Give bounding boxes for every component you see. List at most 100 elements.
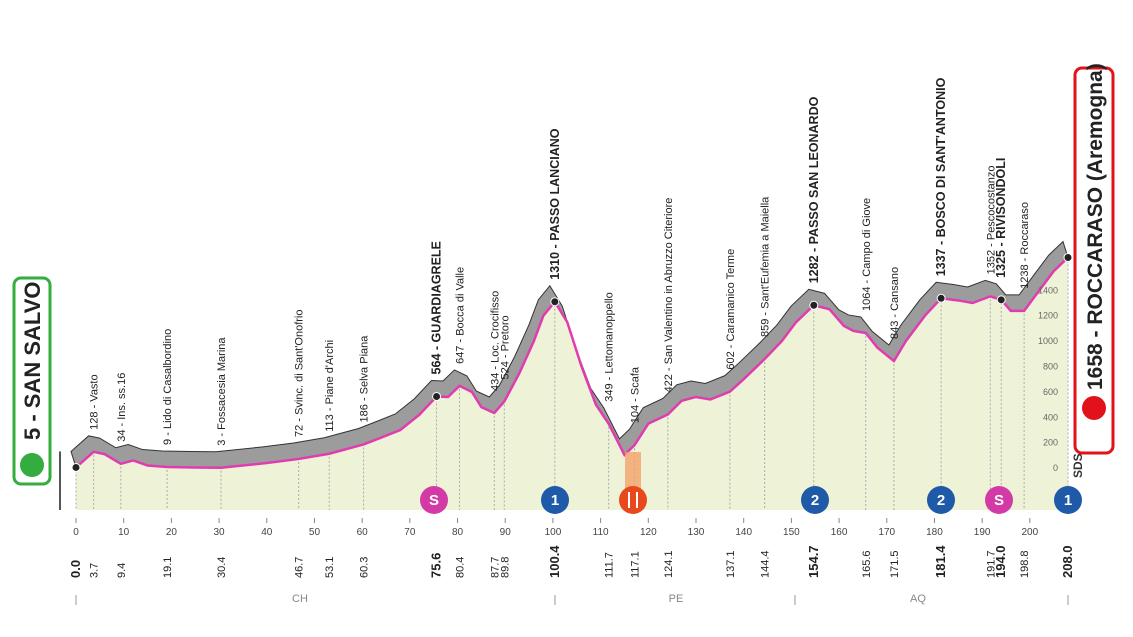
x-tick-label: 70 — [404, 527, 416, 538]
plot: 0 10 20 30 40 50 60 70 80 90 100 110 120 130 140 150 160… — [59, 77, 1075, 578]
kom-marker — [541, 486, 569, 514]
km-label: 171.5 — [889, 550, 901, 578]
waypoint-label: 3 - Fossacesia Marina — [216, 337, 228, 446]
km-label: 111.7 — [604, 552, 616, 578]
km-label: 60.3 — [359, 557, 371, 578]
feed-zone — [625, 452, 641, 492]
x-tick-label: 120 — [640, 527, 657, 538]
marker-label: 2 — [811, 492, 819, 509]
waypoint-dot — [1063, 253, 1073, 263]
region-label: CH — [292, 593, 308, 605]
profile-line — [75, 256, 1069, 469]
x-tick-label: 150 — [783, 527, 800, 538]
kom-marker — [801, 486, 829, 514]
waypoint-label: 602 - Caramanico Terme — [725, 249, 737, 370]
waypoint-label: 1337 - BOSCO DI SANT'ANTONIO — [934, 77, 948, 276]
km-label: 144.4 — [760, 550, 772, 578]
y-tick-label: 800 — [1043, 361, 1058, 371]
km-label: 194.0 — [993, 545, 1008, 578]
x-tick-label: 130 — [688, 527, 705, 538]
kom-marker — [927, 486, 955, 514]
waypoint-label: 186 - Selva Piana — [359, 335, 371, 423]
km-label: 137.1 — [725, 550, 737, 578]
km-label: 87.7 — [489, 557, 501, 578]
y-tick-label: 1200 — [1038, 311, 1058, 321]
x-tick-label: 200 — [1022, 527, 1039, 538]
x-tick-label: 180 — [926, 527, 943, 538]
km-label: 89.8 — [499, 557, 511, 578]
y-tick-label: 0 — [1053, 463, 1058, 473]
x-tick-label: 10 — [118, 527, 130, 538]
marker-label: 1 — [551, 492, 559, 509]
waypoint-dot — [432, 391, 442, 401]
waypoint-label: 422 - San Valentino in Abruzzo Citeriore — [663, 198, 675, 393]
marker-label: S — [994, 492, 1004, 509]
x-tick-label: 140 — [735, 527, 752, 538]
start-box — [12, 276, 52, 486]
km-label: 46.7 — [294, 557, 306, 578]
region-label: AQ — [910, 593, 926, 605]
km-label: 117.1 — [629, 551, 641, 578]
x-tick-label: 0 — [73, 527, 79, 538]
sprint-marker — [420, 486, 448, 514]
marker-label: 2 — [937, 492, 945, 509]
km-label: 53.1 — [324, 557, 336, 578]
waypoint-label: 647 - Bocca di Valle — [454, 267, 466, 364]
start-icon — [20, 453, 44, 477]
waypoint-dot — [71, 462, 81, 472]
waypoint-label: 434 - Loc. Crocifisso — [489, 291, 501, 391]
km-label: 124.1 — [663, 550, 675, 578]
km-label: 100.4 — [547, 545, 562, 578]
marker-label: S — [429, 492, 439, 509]
km-label: 0.0 — [68, 560, 83, 578]
waypoint-label: 1325 - RIVISONDOLI — [994, 158, 1008, 278]
sprint-marker — [985, 486, 1013, 514]
km-label: 208.0 — [1060, 545, 1075, 578]
waypoint-label: 9 - Lido di Casalbordino — [162, 329, 174, 445]
x-tick-label: 190 — [974, 527, 991, 538]
finish-label: 1658 - ROCCARASO (Aremogna) — [1084, 63, 1107, 390]
km-label: 181.4 — [933, 545, 948, 578]
km-label: 19.1 — [162, 557, 174, 578]
region-label: PE — [669, 593, 684, 605]
waypoint-label: 843 - Cansano — [889, 267, 901, 339]
waypoint-dot — [550, 297, 560, 307]
km-label: 198.8 — [1019, 550, 1031, 578]
km-label: 191.7 — [985, 550, 997, 578]
waypoint-dot — [809, 300, 819, 310]
waypoint-label: 524 - Pretoro — [499, 315, 511, 379]
x-tick-label: 110 — [593, 527, 609, 538]
y-tick-label: 400 — [1043, 412, 1058, 422]
region-ticks — [75, 595, 1069, 605]
x-tick-label: 80 — [452, 527, 464, 538]
waypoint-label: 1352 - Pescocostanzo — [985, 166, 997, 275]
feed-icon — [619, 486, 647, 514]
km-label: 30.4 — [216, 557, 228, 578]
waypoint-label: 34 - Ins. ss.16 — [116, 373, 128, 442]
waypoint-label: 1238 - Roccaraso — [1019, 202, 1031, 289]
finish-icon — [1082, 396, 1106, 420]
km-label: 165.6 — [861, 550, 873, 578]
waypoint-label: 1064 - Campo di Giove — [861, 198, 873, 311]
waypoint-label: 1282 - PASSO SAN LEONARDO — [807, 96, 821, 283]
x-tick-label: 50 — [309, 527, 321, 538]
x-tick-label: 20 — [166, 527, 178, 538]
x-tick-label: 60 — [357, 527, 369, 538]
km-label: 80.4 — [454, 557, 466, 578]
y-tick-label: 200 — [1043, 438, 1058, 448]
km-label: 75.6 — [429, 553, 444, 578]
y-tick-label: 1000 — [1038, 336, 1058, 346]
km-label: 9.4 — [116, 563, 128, 578]
finish-box — [1073, 66, 1115, 455]
waypoint-label: 72 - Svinc. di Sant'Onofrio — [294, 309, 306, 436]
waypoint-label: 859 - Sant'Eufemia a Maiella — [760, 196, 772, 337]
y-tick-label: 600 — [1043, 387, 1058, 397]
waypoint-label: 104 - Scafa — [629, 366, 641, 423]
profile-fill — [76, 257, 1068, 510]
km-label: 154.7 — [806, 545, 821, 578]
x-tick-label: 170 — [878, 527, 895, 538]
waypoint-label: 349 - Lettomanoppello — [604, 292, 616, 401]
km-label: 3.7 — [89, 563, 101, 578]
start-label: 5 - SAN SALVO — [20, 281, 45, 440]
